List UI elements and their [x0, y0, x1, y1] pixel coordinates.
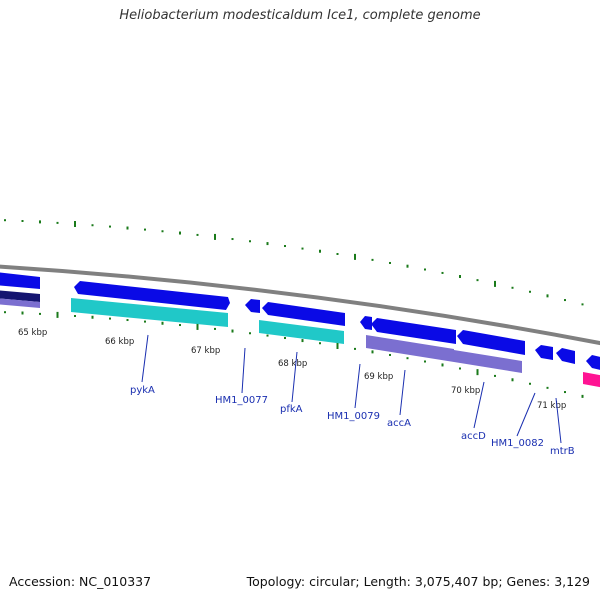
gene-arrow-accD	[457, 330, 525, 355]
kbp-label: 70 kbp	[451, 386, 480, 396]
cds-block-teal	[259, 320, 344, 344]
gene-arrow	[535, 345, 553, 360]
cds-block-purple	[454, 350, 522, 373]
gene-label-accA[interactable]: accA	[387, 418, 411, 429]
gene-arrow-pykA	[74, 281, 230, 310]
gene-labels: pykA HM1_0077 pfkA HM1_0079 accA accD HM…	[130, 385, 575, 457]
cds-track	[0, 290, 600, 388]
gene-arrow	[245, 299, 260, 313]
gc-skew-ticks	[4, 219, 584, 306]
kbp-labels: 65 kbp 66 kbp 67 kbp 68 kbp 69 kbp 70 kb…	[18, 328, 566, 411]
map-title: Heliobacterium modesticaldum Ice1, compl…	[119, 8, 481, 23]
kbp-label: 66 kbp	[105, 337, 134, 347]
scale-ticks	[4, 311, 584, 398]
kbp-label: 65 kbp	[18, 328, 47, 338]
kbp-label: 71 kbp	[537, 401, 566, 411]
kbp-label: 67 kbp	[191, 346, 220, 356]
forward-strand-track	[0, 272, 600, 370]
cds-block-purple	[0, 298, 40, 308]
genome-summary-text: Topology: circular; Length: 3,075,407 bp…	[246, 574, 590, 589]
kbp-label: 69 kbp	[364, 372, 393, 382]
gene-arrow	[556, 348, 575, 364]
rna-block-pink	[583, 372, 600, 388]
gene-label-HM1_0077[interactable]: HM1_0077	[215, 395, 268, 406]
gene-arrow-pfkA	[262, 302, 345, 326]
gene-label-HM1_0082[interactable]: HM1_0082	[491, 438, 544, 449]
gene-label-accD[interactable]: accD	[461, 431, 486, 442]
gene-arrow	[586, 355, 600, 370]
gene-label-pfkA[interactable]: pfkA	[280, 404, 303, 415]
cds-block-teal	[71, 298, 228, 327]
accession-text: Accession: NC_010337	[9, 574, 152, 589]
gene-arrow	[0, 272, 40, 289]
gene-label-HM1_0079[interactable]: HM1_0079	[327, 411, 380, 422]
cds-block-navy	[0, 290, 40, 302]
gene-arrow	[360, 316, 372, 330]
cds-block-purple	[366, 335, 454, 362]
gene-label-pykA[interactable]: pykA	[130, 385, 155, 396]
genome-backbone	[0, 264, 600, 346]
gene-arrow-accA	[371, 318, 456, 344]
kbp-label: 68 kbp	[278, 359, 307, 369]
label-leaders	[141, 334, 562, 444]
gene-label-mtrB[interactable]: mtrB	[550, 446, 575, 457]
